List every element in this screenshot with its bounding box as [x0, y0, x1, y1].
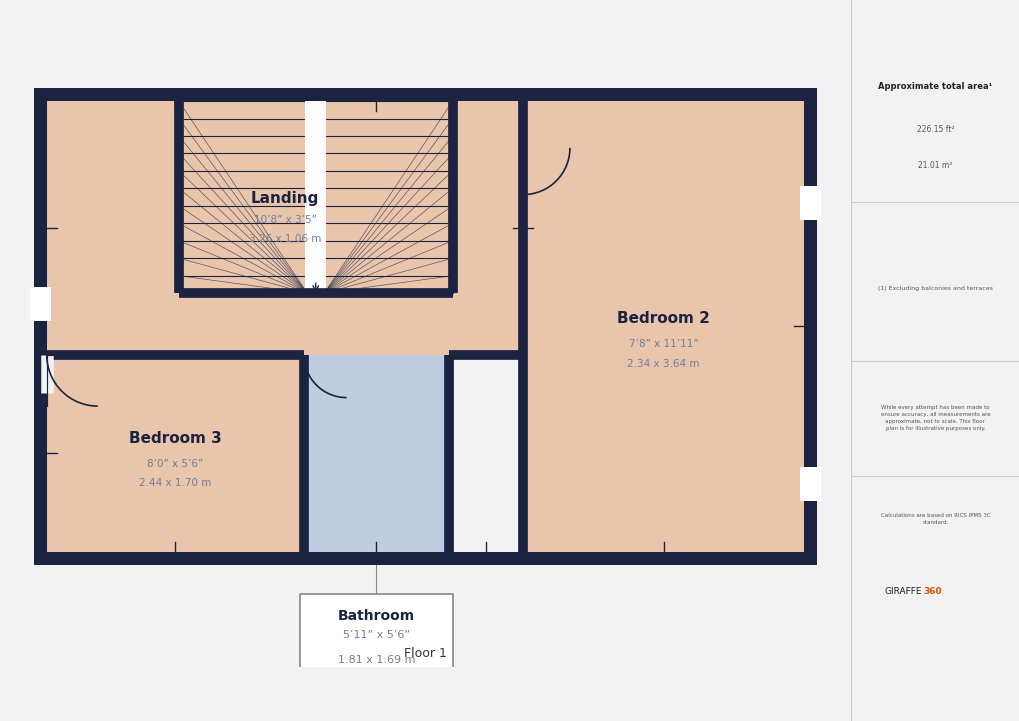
Bar — [47, 101, 523, 355]
Bar — [799, 186, 820, 220]
Bar — [304, 355, 448, 552]
Text: Calculations are based on RICS IPMS 3C
standard.: Calculations are based on RICS IPMS 3C s… — [879, 513, 989, 525]
Text: 8’0” x 5’6”: 8’0” x 5’6” — [147, 459, 204, 469]
Text: 360: 360 — [922, 587, 942, 596]
Text: 2.34 x 3.64 m: 2.34 x 3.64 m — [627, 359, 699, 369]
Bar — [34, 88, 816, 565]
Bar — [523, 101, 803, 552]
Text: Bedroom 3: Bedroom 3 — [129, 430, 221, 446]
Text: 3.26 x 1.06 m: 3.26 x 1.06 m — [249, 234, 321, 244]
Text: Approximate total area¹: Approximate total area¹ — [877, 82, 991, 91]
Text: 5’11” x 5’6”: 5’11” x 5’6” — [342, 630, 410, 640]
Bar — [305, 101, 326, 293]
Text: While every attempt has been made to
ensure accuracy, all measurements are
appro: While every attempt has been made to ens… — [879, 405, 989, 431]
Text: 1.81 x 1.69 m: 1.81 x 1.69 m — [337, 655, 415, 665]
Bar — [47, 355, 304, 552]
Bar — [300, 594, 452, 676]
Text: GIRAFFE: GIRAFFE — [883, 587, 921, 596]
Text: 2.44 x 1.70 m: 2.44 x 1.70 m — [139, 478, 211, 488]
Bar — [178, 101, 452, 293]
Text: 7’8” x 11’11”: 7’8” x 11’11” — [628, 340, 698, 349]
Text: 21.01 m²: 21.01 m² — [917, 162, 952, 170]
Text: Bathroom: Bathroom — [337, 609, 415, 623]
Text: (1) Excluding balconies and terraces: (1) Excluding balconies and terraces — [877, 286, 991, 291]
Text: 226.15 ft²: 226.15 ft² — [916, 125, 953, 134]
Text: Landing: Landing — [251, 191, 319, 205]
Text: Floor 1: Floor 1 — [404, 647, 446, 660]
Text: Bedroom 2: Bedroom 2 — [616, 311, 709, 326]
Bar — [30, 287, 51, 321]
Text: 10’8” x 3’5”: 10’8” x 3’5” — [254, 215, 316, 225]
Bar — [47, 101, 803, 552]
Bar — [799, 466, 820, 501]
